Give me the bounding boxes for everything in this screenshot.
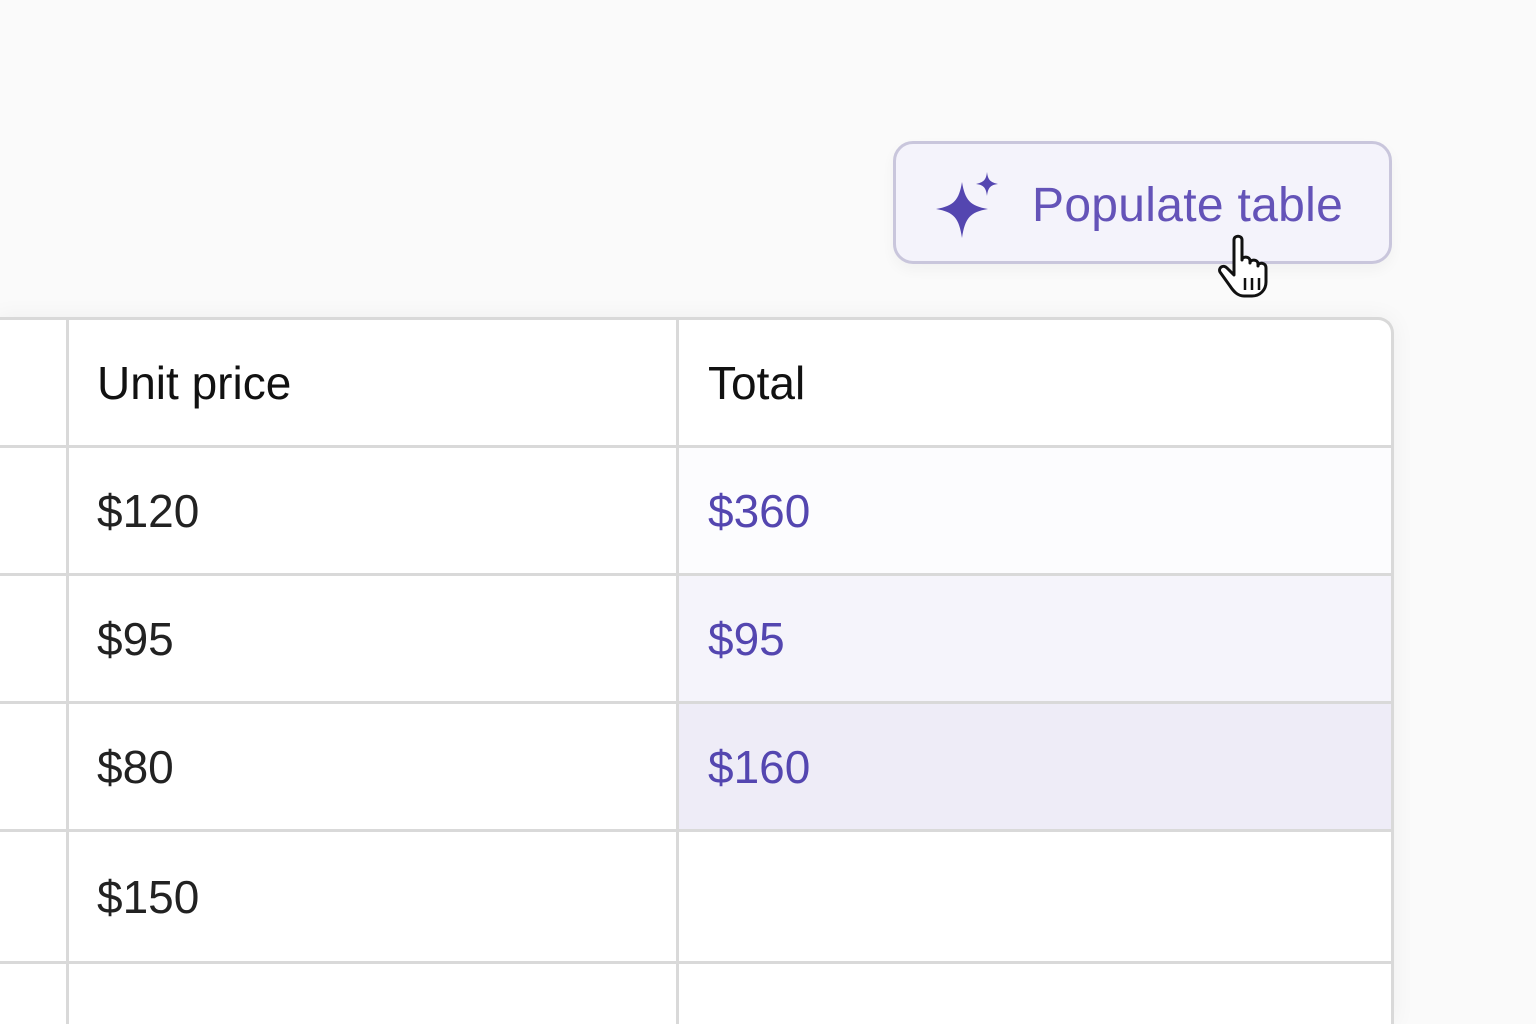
total-cell[interactable]: $360	[679, 448, 1391, 573]
total-cell[interactable]: $95	[679, 576, 1391, 701]
unit-price-cell[interactable]: $80	[69, 704, 679, 829]
table-row: $80 $160	[0, 704, 1391, 832]
data-table: Unit price Total $120 $360 $95 $95 $80 $…	[0, 317, 1394, 1024]
total-cell[interactable]	[679, 832, 1391, 961]
sparkles-icon	[936, 172, 998, 238]
table-row: $150	[0, 832, 1391, 964]
header-unit-price: Unit price	[69, 320, 679, 445]
table-row: $95 $95	[0, 576, 1391, 704]
table-cell[interactable]	[0, 576, 69, 701]
header-cell	[0, 320, 69, 445]
table-cell[interactable]	[0, 448, 69, 573]
unit-price-cell[interactable]: $150	[69, 832, 679, 961]
populate-table-button[interactable]: Populate table	[893, 141, 1392, 264]
unit-price-cell[interactable]: $120	[69, 448, 679, 573]
header-total: Total	[708, 356, 806, 409]
total-cell[interactable]	[679, 964, 1391, 1024]
hand-pointer-icon	[1218, 234, 1268, 298]
table-cell[interactable]	[0, 832, 69, 961]
table-row	[0, 964, 1391, 1024]
table-header-row: Unit price Total	[0, 320, 1391, 448]
table-row: $120 $360	[0, 448, 1391, 576]
table-cell[interactable]	[0, 964, 69, 1024]
table-cell[interactable]	[0, 704, 69, 829]
unit-price-cell[interactable]	[69, 964, 679, 1024]
total-cell[interactable]: $160	[679, 704, 1391, 829]
populate-table-label: Populate table	[1032, 179, 1344, 232]
unit-price-cell[interactable]: $95	[69, 576, 679, 701]
